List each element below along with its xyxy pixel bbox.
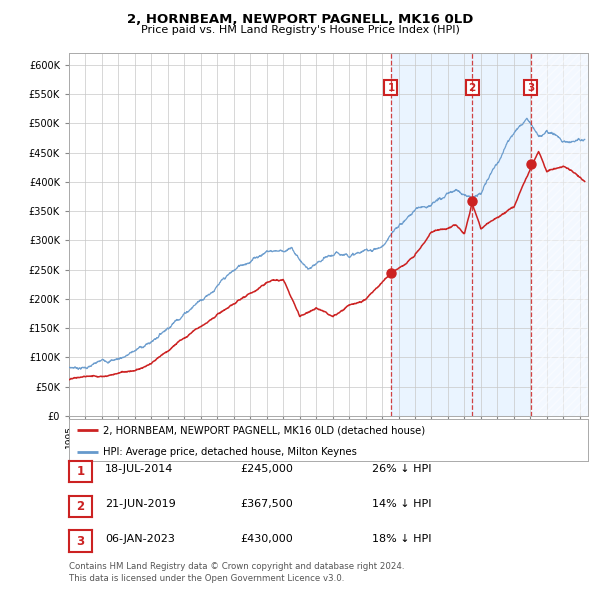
Text: 06-JAN-2023: 06-JAN-2023 xyxy=(105,534,175,544)
Text: 14% ↓ HPI: 14% ↓ HPI xyxy=(372,499,431,509)
Text: 2, HORNBEAM, NEWPORT PAGNELL, MK16 0LD: 2, HORNBEAM, NEWPORT PAGNELL, MK16 0LD xyxy=(127,13,473,26)
Text: 18-JUL-2014: 18-JUL-2014 xyxy=(105,464,173,474)
Text: 2, HORNBEAM, NEWPORT PAGNELL, MK16 0LD (detached house): 2, HORNBEAM, NEWPORT PAGNELL, MK16 0LD (… xyxy=(103,425,425,435)
Text: Contains HM Land Registry data © Crown copyright and database right 2024.: Contains HM Land Registry data © Crown c… xyxy=(69,562,404,571)
Text: Price paid vs. HM Land Registry's House Price Index (HPI): Price paid vs. HM Land Registry's House … xyxy=(140,25,460,35)
Text: 3: 3 xyxy=(527,83,534,93)
Text: 2: 2 xyxy=(76,500,85,513)
Text: 3: 3 xyxy=(76,535,85,548)
Bar xyxy=(391,53,588,416)
Text: £430,000: £430,000 xyxy=(240,534,293,544)
Text: HPI: Average price, detached house, Milton Keynes: HPI: Average price, detached house, Milt… xyxy=(103,447,356,457)
Text: 18% ↓ HPI: 18% ↓ HPI xyxy=(372,534,431,544)
Text: 1: 1 xyxy=(76,465,85,478)
Text: 26% ↓ HPI: 26% ↓ HPI xyxy=(372,464,431,474)
Text: This data is licensed under the Open Government Licence v3.0.: This data is licensed under the Open Gov… xyxy=(69,574,344,583)
Text: 21-JUN-2019: 21-JUN-2019 xyxy=(105,499,176,509)
Bar xyxy=(530,53,588,416)
Text: £367,500: £367,500 xyxy=(240,499,293,509)
Text: £245,000: £245,000 xyxy=(240,464,293,474)
Text: 1: 1 xyxy=(388,83,395,93)
Text: 2: 2 xyxy=(469,83,476,93)
